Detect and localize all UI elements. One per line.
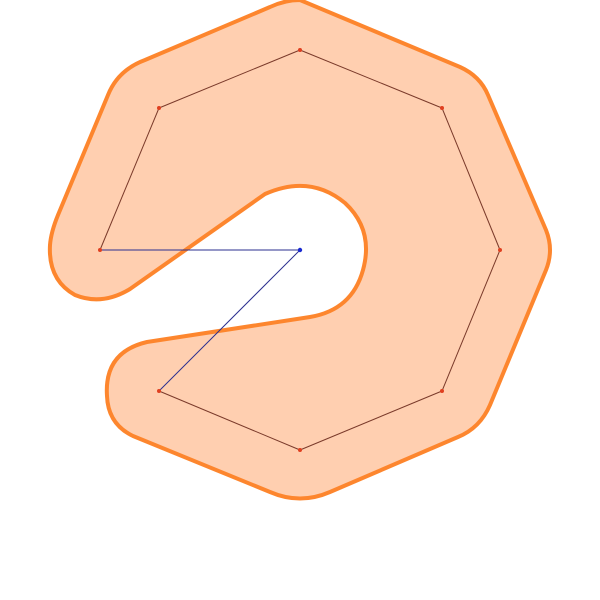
vertex-dot [157, 106, 161, 110]
center-edges [100, 249, 301, 392]
edge-7 [158, 390, 301, 451]
center-vertex-dot [297, 247, 303, 253]
center-edge-lower [158, 249, 301, 392]
edge-3 [299, 49, 443, 109]
outline-edges [99, 49, 501, 451]
vertex-dot [98, 248, 102, 252]
vertex-dot [157, 389, 161, 393]
edge-2 [158, 49, 301, 109]
vertex-dot [440, 106, 444, 110]
vertex-dot [298, 448, 302, 452]
vertex-dot [498, 248, 502, 252]
edge-1 [99, 107, 160, 251]
vertices [98, 48, 502, 452]
vertex-dot [440, 389, 444, 393]
buffer-region [47, 0, 552, 501]
edge-4 [441, 107, 501, 251]
edge-6 [299, 390, 443, 451]
vertex-dot [298, 48, 302, 52]
edge-5 [441, 249, 501, 392]
